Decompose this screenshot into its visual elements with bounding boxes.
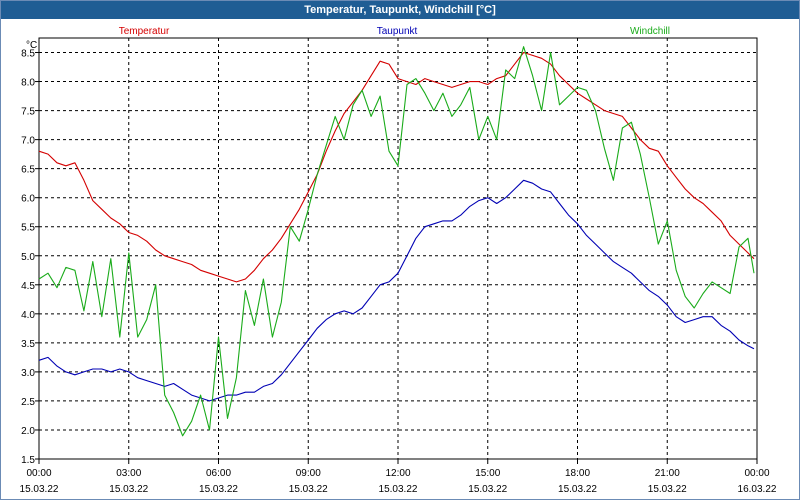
y-tick-label: 4.5 — [21, 281, 35, 292]
y-tick-label: 4.0 — [21, 310, 35, 321]
plot-border — [38, 37, 758, 460]
x-tick-time: 15:00 — [475, 468, 500, 479]
series-line-taupunkt — [38, 179, 755, 402]
y-tick-label: 2.5 — [21, 397, 35, 408]
x-tick-time: 06:00 — [206, 468, 231, 479]
x-tick-date: 15.03.22 — [648, 484, 687, 495]
x-tick-time: 09:00 — [296, 468, 321, 479]
x-tick-time: 18:00 — [565, 468, 590, 479]
y-tick-label: 7.0 — [21, 136, 35, 147]
x-tick-date: 16.03.22 — [738, 484, 777, 495]
x-tick-date: 15.03.22 — [20, 484, 59, 495]
legend-entry-windchill: Windchill — [630, 26, 670, 37]
y-tick-label: 3.5 — [21, 339, 35, 350]
y-tick-label: 1.5 — [21, 455, 35, 466]
x-tick-time: 00:00 — [744, 468, 769, 479]
y-tick-label: 6.0 — [21, 194, 35, 205]
legend-entry-temperatur: Temperatur — [119, 26, 170, 37]
y-tick-label: 3.0 — [21, 368, 35, 379]
x-tick-date: 15.03.22 — [109, 484, 148, 495]
y-tick-label: 6.5 — [21, 165, 35, 176]
legend: Temperatur Taupunkt Windchill — [119, 26, 670, 37]
x-tick-date: 15.03.22 — [558, 484, 597, 495]
series-line-windchill — [38, 46, 755, 437]
x-tick-time: 00:00 — [26, 468, 51, 479]
series-lines — [38, 46, 755, 437]
y-tick-label: 7.5 — [21, 107, 35, 118]
grid-lines — [38, 38, 758, 460]
legend-entry-taupunkt: Taupunkt — [377, 26, 418, 37]
y-tick-label: 5.0 — [21, 252, 35, 263]
chart-title: Temperatur, Taupunkt, Windchill [°C] — [1, 1, 799, 19]
y-tick-label: 5.5 — [21, 223, 35, 234]
x-tick-date: 15.03.22 — [199, 484, 238, 495]
x-tick-date: 15.03.22 — [468, 484, 507, 495]
x-tick-date: 15.03.22 — [289, 484, 328, 495]
y-tick-label: 8.5 — [21, 49, 35, 60]
x-tick-date: 15.03.22 — [379, 484, 418, 495]
x-tick-time: 03:00 — [116, 468, 141, 479]
x-tick-time: 21:00 — [655, 468, 680, 479]
y-unit-label: °C — [26, 40, 37, 51]
x-tick-time: 12:00 — [385, 468, 410, 479]
y-tick-label: 8.0 — [21, 78, 35, 89]
y-tick-label: 2.0 — [21, 426, 35, 437]
axes: 1.5 2.0 2.5 3.0 3.5 4.0 4.5 5.0 5.5 6.0 6.5 7.0 7.5 8… — [20, 37, 777, 495]
series-line-temperatur — [38, 51, 755, 283]
